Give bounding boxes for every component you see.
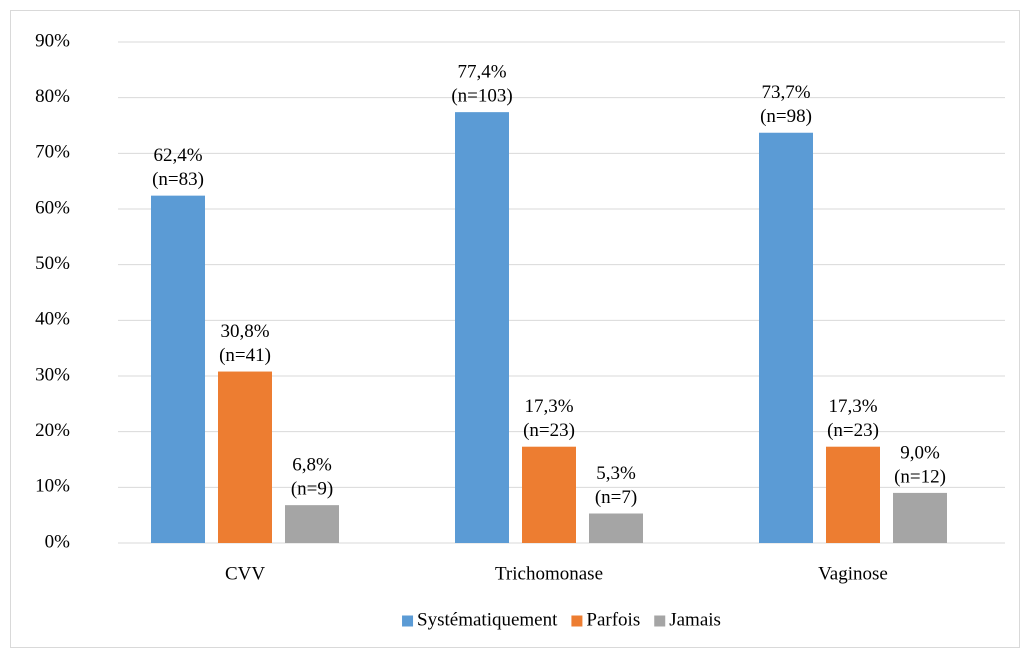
y-tick-label: 20% — [35, 420, 70, 441]
legend-swatch — [571, 615, 583, 627]
data-label-count: (n=41) — [219, 345, 271, 366]
data-label: 73,7% — [761, 82, 810, 103]
data-label-count: (n=23) — [827, 420, 879, 441]
bar — [455, 112, 509, 543]
y-tick-label: 70% — [35, 142, 70, 163]
bar — [589, 513, 643, 543]
data-label: 62,4% — [153, 145, 202, 166]
bar — [893, 492, 947, 543]
data-label-count: (n=83) — [152, 169, 204, 190]
x-tick-label: Trichomonase — [495, 563, 603, 584]
data-label: 9,0% — [900, 442, 940, 463]
x-tick-label: Vaginose — [818, 563, 888, 584]
legend-swatch — [402, 615, 414, 627]
data-label-count: (n=9) — [291, 479, 333, 500]
legend-swatch — [654, 615, 666, 627]
legend-label: Jamais — [669, 609, 721, 630]
y-tick-label: 90% — [35, 30, 70, 51]
bar — [759, 132, 813, 543]
y-tick-label: 50% — [35, 253, 70, 274]
bar — [522, 446, 576, 543]
data-label-count: (n=98) — [760, 106, 812, 127]
bar — [285, 505, 339, 543]
bar — [218, 371, 272, 543]
y-tick-label: 0% — [45, 531, 71, 552]
data-label-count: (n=12) — [894, 466, 946, 487]
data-label: 6,8% — [292, 455, 332, 476]
y-tick-label: 60% — [35, 197, 70, 218]
bar — [826, 446, 880, 543]
y-tick-label: 40% — [35, 309, 70, 330]
y-tick-label: 30% — [35, 364, 70, 385]
legend-label: Systématiquement — [417, 609, 558, 630]
x-tick-label: CVV — [225, 563, 265, 584]
data-label: 30,8% — [220, 321, 269, 342]
data-label: 5,3% — [596, 463, 636, 484]
data-label-count: (n=23) — [523, 420, 575, 441]
data-label-count: (n=103) — [451, 85, 512, 106]
data-label: 17,3% — [524, 396, 573, 417]
legend-label: Parfois — [586, 609, 640, 630]
y-tick-label: 10% — [35, 476, 70, 497]
data-label: 77,4% — [457, 61, 506, 82]
data-label-count: (n=7) — [595, 487, 637, 508]
data-label: 17,3% — [828, 396, 877, 417]
bar — [151, 195, 205, 543]
y-tick-label: 80% — [35, 86, 70, 107]
